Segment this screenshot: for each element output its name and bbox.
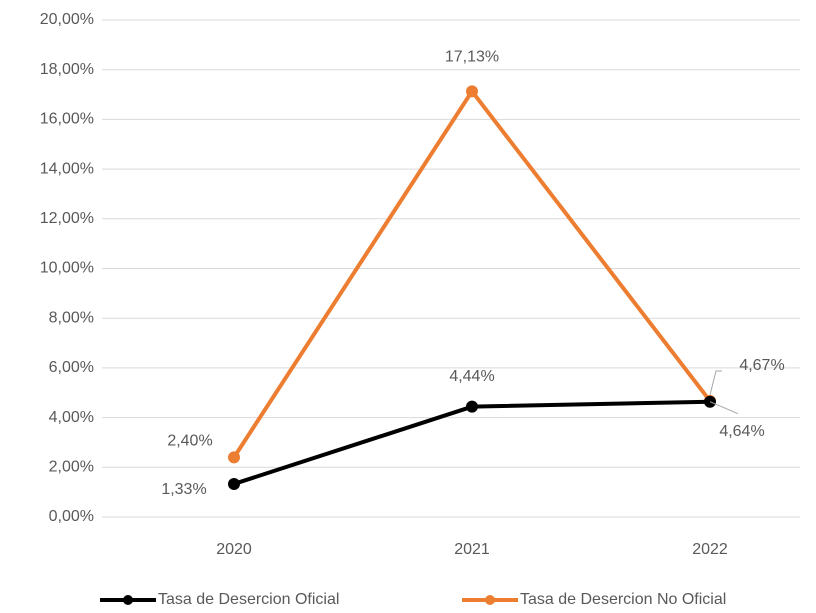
- legend-marker: [485, 595, 495, 605]
- point: [466, 400, 478, 413]
- x-tick-label: 2021: [454, 541, 490, 558]
- y-tick-label: 4,00%: [49, 409, 94, 426]
- y-tick-label: 12,00%: [40, 210, 94, 227]
- data-label: 17,13%: [445, 49, 499, 66]
- x-tick-label: 2022: [692, 541, 728, 558]
- legend-label: Tasa de Desercion No Oficial: [520, 591, 726, 608]
- y-tick-label: 2,00%: [49, 459, 94, 476]
- leader-line: [709, 370, 722, 396]
- data-label: 4,67%: [739, 357, 784, 374]
- data-label: 1,33%: [161, 481, 206, 498]
- y-tick-label: 8,00%: [49, 309, 94, 326]
- data-label: 4,44%: [449, 368, 494, 385]
- y-tick-label: 18,00%: [40, 61, 94, 78]
- point: [228, 477, 240, 490]
- y-tick-label: 20,00%: [40, 11, 94, 28]
- y-tick-label: 6,00%: [49, 359, 94, 376]
- legend-label: Tasa de Desercion Oficial: [158, 591, 339, 608]
- point: [228, 451, 240, 464]
- leader-line: [709, 401, 739, 415]
- y-tick-label: 10,00%: [40, 260, 94, 277]
- y-tick-label: 16,00%: [40, 111, 94, 128]
- x-tick-label: 2020: [216, 541, 252, 558]
- data-label: 4,64%: [719, 423, 764, 440]
- y-tick-label: 14,00%: [40, 160, 94, 177]
- legend-marker: [123, 595, 133, 605]
- point: [466, 85, 478, 98]
- series-line: [233, 399, 711, 486]
- y-tick-label: 0,00%: [49, 508, 94, 525]
- data-label: 2,40%: [167, 433, 212, 450]
